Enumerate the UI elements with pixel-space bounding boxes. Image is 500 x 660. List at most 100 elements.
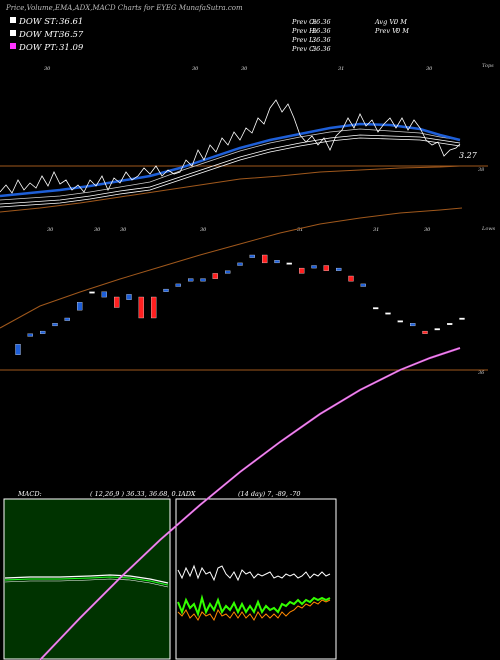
candle xyxy=(64,317,70,321)
top-ema-white-2 xyxy=(0,134,461,205)
stat-prev-l-label: Prev L: xyxy=(291,36,316,44)
candle xyxy=(249,254,255,258)
stat-prev-v-label: Prev V: xyxy=(374,27,398,35)
mid-date-tick: 31 xyxy=(373,227,379,233)
stat-prev-c-label: Prev C: xyxy=(291,45,316,53)
macd-line xyxy=(4,574,169,584)
legend-swatch-mt xyxy=(10,30,16,36)
mid-date-tick: 31 xyxy=(297,227,303,233)
top-ema-white-3 xyxy=(0,128,461,201)
adx-panel: ADX (14 day) 7, -89, -70 xyxy=(175,490,337,660)
candle xyxy=(77,302,83,311)
top-value-tag: 3.27 xyxy=(459,151,478,160)
legend-label-pt: DOW PT: xyxy=(18,43,58,53)
candles xyxy=(15,254,465,355)
candle xyxy=(188,278,194,282)
mid-panel: Lows 30 30 30 30 31 31 30 36 xyxy=(0,207,496,376)
mid-level-label: 36 xyxy=(478,370,485,376)
top-price-line xyxy=(0,99,461,194)
mid-date-tick: 30 xyxy=(120,227,127,233)
mid-date-tick: 30 xyxy=(200,227,207,233)
adx-params: (14 day) 7, -89, -70 xyxy=(238,490,301,498)
candle xyxy=(225,270,231,274)
candle xyxy=(311,265,317,269)
candle xyxy=(163,288,169,292)
top-level-label: 38 xyxy=(478,167,484,173)
macd-panel: MACD: ( 12,26,9 ) 36.33, 36.68, 0.1 xyxy=(3,490,182,660)
adx-plus-di xyxy=(177,594,331,618)
candle xyxy=(286,262,292,265)
stat-prev-h-label: Prev H: xyxy=(291,27,317,35)
adx-minus-di xyxy=(177,599,331,622)
chart-title: Price,Volume,EMA,ADX,MACD Charts for EYE… xyxy=(5,4,243,12)
stats-block: Prev O: 36.36 Prev H: 36.36 Prev L: 36.3… xyxy=(291,18,409,53)
adx-line xyxy=(177,564,331,582)
legend-item-st: DOW ST: 36.61 xyxy=(10,17,83,27)
legend-item-pt: DOW PT: 31.09 xyxy=(10,43,84,53)
candle xyxy=(40,330,46,334)
candle xyxy=(348,275,354,282)
legend-value-pt: 31.09 xyxy=(59,43,84,53)
stat-prev-c-value: 36.36 xyxy=(312,45,331,53)
candle xyxy=(200,278,206,282)
candle xyxy=(262,254,268,264)
mid-date-tick: 30 xyxy=(94,227,101,233)
candle xyxy=(434,328,440,331)
candle xyxy=(447,323,453,325)
top-date-tick: 31 xyxy=(338,66,344,72)
candle xyxy=(422,330,428,334)
legend-value-mt: 36.57 xyxy=(59,30,84,40)
candle xyxy=(459,317,465,320)
top-ema-white-1 xyxy=(0,137,461,208)
macd-label: MACD: xyxy=(17,490,42,498)
candle xyxy=(323,265,329,271)
candle xyxy=(299,267,305,274)
stat-avg-v-label: Avg V: xyxy=(374,18,396,26)
dow-pt-line-core xyxy=(39,347,461,660)
mid-date-tick: 30 xyxy=(424,227,431,233)
candle xyxy=(373,307,379,310)
candle xyxy=(114,296,120,308)
candle xyxy=(175,283,181,287)
top-ema-brown xyxy=(0,165,461,213)
top-date-tick: 30 xyxy=(426,66,433,72)
mid-panel-label: Lows xyxy=(481,226,496,232)
stat-prev-o-value: 36.36 xyxy=(312,18,331,26)
candle xyxy=(151,296,157,319)
candle xyxy=(336,267,342,271)
adx-label: ADX xyxy=(180,490,196,498)
mid-date-labels: 30 30 30 30 31 31 30 xyxy=(47,227,431,233)
candle xyxy=(385,312,391,315)
candle xyxy=(101,291,107,298)
mid-date-tick: 30 xyxy=(47,227,54,233)
top-date-labels: 30 30 30 31 30 xyxy=(44,66,433,72)
legend-label-mt: DOW MT: xyxy=(18,30,61,40)
macd-signal xyxy=(4,576,169,586)
candle xyxy=(138,296,144,319)
legend-swatch-st xyxy=(10,17,16,23)
adx-box xyxy=(175,498,337,660)
top-date-tick: 30 xyxy=(192,66,199,72)
candle xyxy=(126,294,132,300)
mid-ema-brown xyxy=(0,207,463,329)
legend-item-mt: DOW MT: 36.57 xyxy=(10,30,84,40)
stat-prev-o-label: Prev O: xyxy=(291,18,317,26)
legend-value-st: 36.61 xyxy=(59,17,83,27)
stat-prev-l-value: 36.36 xyxy=(312,36,331,44)
candle xyxy=(27,333,33,337)
candle xyxy=(15,344,21,355)
macd-params: ( 12,26,9 ) 36.33, 36.68, 0.1 xyxy=(90,490,182,498)
stat-avg-v-value: 0 M xyxy=(394,18,407,26)
candle xyxy=(89,291,95,294)
legend: DOW ST: 36.61 DOW MT: 36.57 DOW PT: 31.0… xyxy=(10,17,84,53)
candle xyxy=(397,320,403,323)
candle xyxy=(274,260,280,264)
macd-hist xyxy=(4,578,169,588)
candle xyxy=(52,323,58,327)
candle xyxy=(212,273,218,279)
top-date-tick: 30 xyxy=(44,66,51,72)
legend-swatch-pt xyxy=(10,43,16,49)
candle xyxy=(237,262,243,266)
legend-label-st: DOW ST: xyxy=(18,17,58,27)
